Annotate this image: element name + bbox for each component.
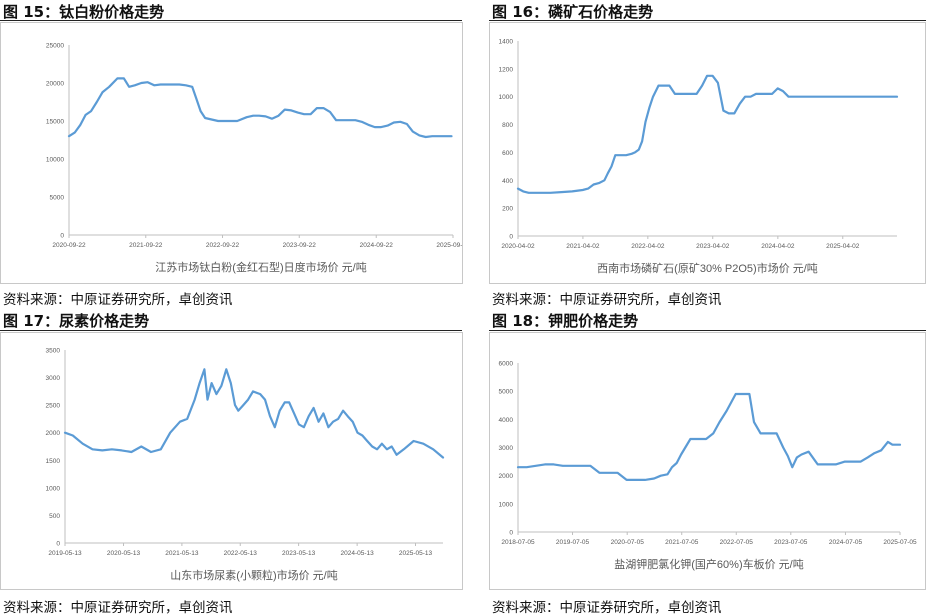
y-tick-label: 1000 xyxy=(499,94,514,101)
x-tick-label: 2021-04-02 xyxy=(566,243,600,250)
x-tick-label: 2024-09-22 xyxy=(360,242,394,249)
x-tick-label: 2022-09-22 xyxy=(206,242,240,249)
x-tick-label: 2022-05-13 xyxy=(224,550,258,557)
y-tick-label: 2500 xyxy=(46,403,61,410)
y-tick-label: 3500 xyxy=(46,348,61,355)
figure-title: 图 16：磷矿石价格走势 xyxy=(492,3,654,21)
y-tick-label: 500 xyxy=(49,513,60,520)
line-chart: 0 5000 10000 15000 20000 25000 2020-09-22 2021-… xyxy=(46,43,462,275)
title-divider xyxy=(0,20,462,21)
y-tick-label: 25000 xyxy=(46,43,64,50)
x-tick-label: 2025-07-05 xyxy=(883,539,917,546)
y-tick-label: 600 xyxy=(502,150,513,157)
x-tick-label: 2022-04-02 xyxy=(631,243,665,250)
x-tick-label: 2021-07-05 xyxy=(665,539,699,546)
line-chart: 0 1000 2000 3000 4000 5000 6000 2018-07-05 2019-… xyxy=(499,361,917,572)
x-tick-label: 2020-04-02 xyxy=(501,243,535,250)
legend-label: 西南市场磷矿石(原矿30% P2O5)市场价 元/吨 xyxy=(597,261,818,275)
y-tick-label: 5000 xyxy=(50,195,65,202)
x-tick-label: 2021-09-22 xyxy=(129,242,163,249)
x-tick-label: 2024-04-02 xyxy=(761,243,795,250)
y-tick-label: 3000 xyxy=(46,375,61,382)
x-tick-label: 2018-07-05 xyxy=(501,539,535,546)
y-tick-label: 0 xyxy=(60,233,64,240)
source-note: 资料来源：中原证券研究所，卓创资讯 xyxy=(492,292,722,308)
x-tick-label: 2020-09-22 xyxy=(52,242,86,249)
figure-title: 图 15：钛白粉价格走势 xyxy=(3,3,165,21)
legend-label: 江苏市场钛白粉(金红石型)日度市场价 元/吨 xyxy=(155,260,366,274)
x-tick-label: 2023-07-05 xyxy=(774,539,808,546)
y-tick-label: 1500 xyxy=(46,458,61,465)
y-tick-label: 0 xyxy=(56,541,60,548)
series-line xyxy=(516,392,902,481)
legend-label: 山东市场尿素(小颗粒)市场价 元/吨 xyxy=(170,568,337,582)
y-tick-label: 1000 xyxy=(46,485,61,492)
y-tick-label: 0 xyxy=(509,530,513,537)
series-line xyxy=(63,368,445,459)
x-tick-label: 2025-09-22 xyxy=(436,242,462,249)
figure-title: 图 18：钾肥价格走势 xyxy=(492,312,639,330)
series-line xyxy=(67,77,453,139)
chart-area: 0 5000 10000 15000 20000 25000 2020-09-22 2021-… xyxy=(0,22,463,284)
x-tick-label: 2021-05-13 xyxy=(165,550,199,557)
source-note: 资料来源：中原证券研究所，卓创资讯 xyxy=(3,600,233,616)
y-tick-label: 5000 xyxy=(499,389,514,396)
title-divider xyxy=(0,330,462,331)
x-tick-label: 2020-05-13 xyxy=(107,550,141,557)
y-tick-label: 15000 xyxy=(46,119,64,126)
figure-title: 图 17：尿素价格走势 xyxy=(3,312,150,330)
chart-area: 0 1000 2000 3000 4000 5000 6000 2018-07-05 2019-… xyxy=(489,332,926,590)
y-tick-label: 3000 xyxy=(499,445,514,452)
y-tick-label: 0 xyxy=(509,234,513,241)
source-note: 资料来源：中原证券研究所，卓创资讯 xyxy=(3,292,233,308)
x-tick-label: 2023-05-13 xyxy=(282,550,316,557)
series-line xyxy=(516,74,899,194)
x-tick-label: 2025-04-02 xyxy=(826,243,860,250)
x-tick-label: 2023-04-02 xyxy=(696,243,730,250)
x-tick-label: 2024-05-13 xyxy=(341,550,375,557)
x-tick-label: 2022-07-05 xyxy=(720,539,754,546)
chart-area: 0 200 400 600 800 1000 1200 1400 2020-04-02 2021-… xyxy=(489,22,926,284)
y-tick-label: 1200 xyxy=(499,66,514,73)
y-tick-label: 2000 xyxy=(499,473,514,480)
x-tick-label: 2024-07-05 xyxy=(829,539,863,546)
line-chart: 0 500 1000 1500 2000 2500 3000 3500 2019-05-13 20… xyxy=(46,348,445,582)
line-chart: 0 200 400 600 800 1000 1200 1400 2020-04-02 2021-… xyxy=(499,39,899,275)
source-note: 资料来源：中原证券研究所，卓创资讯 xyxy=(492,600,722,616)
x-tick-label: 2019-07-05 xyxy=(556,539,590,546)
chart-area: 0 500 1000 1500 2000 2500 3000 3500 2019-05-13 20… xyxy=(0,332,463,590)
y-tick-label: 800 xyxy=(502,122,513,129)
y-tick-label: 1000 xyxy=(499,501,514,508)
title-divider xyxy=(489,20,926,21)
x-tick-label: 2023-09-22 xyxy=(283,242,317,249)
y-tick-label: 10000 xyxy=(46,157,64,164)
y-tick-label: 20000 xyxy=(46,81,64,88)
y-tick-label: 4000 xyxy=(499,417,514,424)
y-tick-label: 400 xyxy=(502,178,513,185)
y-tick-label: 200 xyxy=(502,206,513,213)
x-tick-label: 2020-07-05 xyxy=(611,539,645,546)
x-tick-label: 2025-05-13 xyxy=(399,550,433,557)
legend-label: 盐湖钾肥氯化钾(国产60%)车板价 元/吨 xyxy=(614,557,803,571)
y-tick-label: 1400 xyxy=(499,39,514,46)
y-tick-label: 6000 xyxy=(499,361,514,368)
y-tick-label: 2000 xyxy=(46,430,61,437)
title-divider xyxy=(489,330,926,331)
x-tick-label: 2019-05-13 xyxy=(48,550,82,557)
